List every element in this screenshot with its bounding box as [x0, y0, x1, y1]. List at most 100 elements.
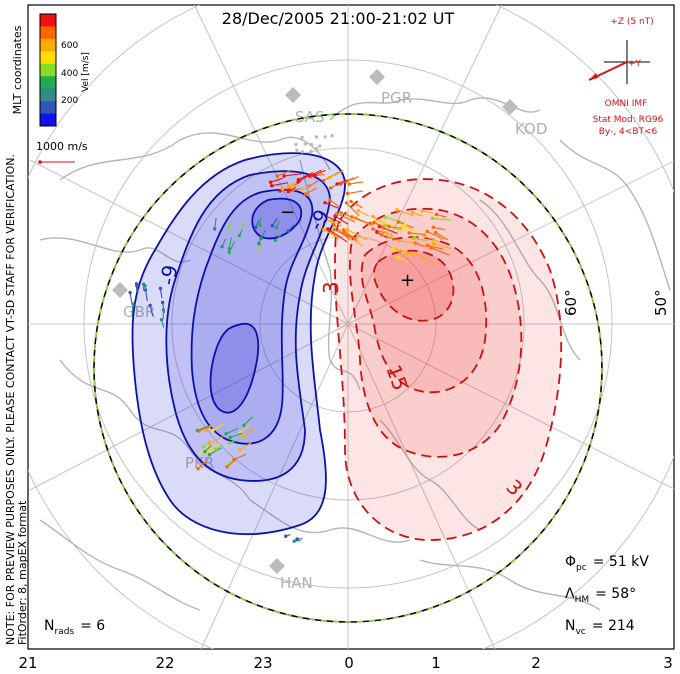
velocity-vector [255, 220, 260, 228]
velocity-vector [239, 442, 252, 451]
map-frame [27, 4, 675, 650]
velocity-vector [228, 241, 236, 253]
vector-origin [405, 251, 410, 255]
velocity-vector [333, 224, 351, 241]
imf-z-label: +Z (5 nT) [610, 17, 653, 27]
vector-origin [309, 149, 313, 154]
velocity-vector [301, 185, 313, 190]
vector-origin [425, 243, 430, 248]
station-marker [502, 99, 518, 115]
velocity-vector [260, 229, 266, 239]
hm-boundary-overlay [93, 113, 603, 623]
station-label: PGR [381, 89, 412, 107]
velocity-vector [298, 172, 314, 181]
latitude-label: 50° [652, 289, 670, 316]
phi-pc-stat: Φpc = 51 kV [565, 554, 649, 573]
colorbar-swatch [40, 14, 56, 27]
station-marker [285, 87, 301, 103]
vector-origin [314, 135, 319, 139]
velocity-vector [334, 215, 349, 225]
vector-origin [309, 142, 314, 147]
vector-origin [431, 241, 436, 246]
velocity-vector [285, 533, 291, 537]
velocity-vector [149, 305, 154, 317]
positive-potential-cell [334, 178, 563, 541]
velocity-vector [340, 212, 363, 222]
imf-bin: By-, 4<BT<6 [599, 127, 658, 137]
colorbar-swatch [40, 113, 56, 127]
velocity-vector [432, 217, 452, 221]
nvc-stat: Nvc = 214 [565, 618, 635, 637]
station-markers [112, 69, 518, 574]
velocity-vector [243, 416, 254, 426]
vector-origin [257, 242, 261, 246]
colorbar-swatch [40, 76, 56, 90]
velocity-vector [225, 427, 239, 435]
station-label: KOD [515, 120, 547, 138]
velocity-colorbar: 600 400 200 Vel [m/s] [39, 13, 91, 127]
vector-origin [258, 223, 262, 228]
vector-origin [434, 212, 439, 217]
velocity-vector [294, 540, 301, 542]
stat-model: Stat Mod: RG96 [593, 115, 664, 125]
velocity-vector [388, 225, 402, 230]
velocity-vector [257, 242, 263, 250]
velocity-vector [275, 233, 283, 241]
mlt-tick-label: 0 [344, 654, 354, 672]
velocity-vector [412, 212, 424, 217]
velocity-vector [198, 425, 211, 432]
velocity-vector [407, 252, 423, 257]
velocity-vector [209, 436, 223, 444]
velocity-vector [212, 423, 225, 431]
velocity-vector [422, 210, 434, 214]
vector-origin [294, 142, 298, 147]
velocity-vector [409, 232, 426, 236]
velocity-vectors [128, 134, 452, 543]
vector-origin [131, 302, 135, 306]
latitude-label: 60° [562, 289, 580, 316]
velocity-vector [393, 248, 405, 255]
velocity-vector [205, 424, 213, 432]
velocity-vector [426, 230, 444, 240]
velocity-vector [430, 247, 450, 256]
velocity-vector [197, 458, 209, 470]
velocity-vector [397, 256, 409, 263]
velocity-vector [413, 237, 428, 242]
velocity-vector [415, 242, 426, 248]
velocity-vector [427, 244, 444, 250]
velocity-vector [372, 216, 391, 228]
imf-dial: +Z (5 nT) +Y OMNI IMF Stat Mod: RG96 By-… [588, 17, 664, 137]
velocity-vector [373, 222, 386, 228]
velocity-vector [243, 426, 255, 438]
velocity-vector [433, 243, 451, 250]
velocity-vector [379, 225, 398, 235]
vector-origin [420, 209, 425, 213]
velocity-vector [276, 169, 292, 177]
velocity-vector [336, 179, 348, 185]
velocity-vector [309, 169, 322, 177]
velocity-vector [226, 457, 238, 468]
velocity-vector [242, 217, 245, 226]
velocity-vector [433, 226, 446, 231]
velocity-vector [350, 200, 363, 209]
velocity-vector [282, 184, 297, 190]
station-labels: SAS PGR KOD GBR PKR HAN [123, 89, 547, 592]
velocity-vector [385, 232, 396, 238]
velocity-vector [308, 180, 319, 187]
velocity-vector [385, 216, 405, 224]
velocity-vector [424, 235, 441, 243]
velocity-vector [329, 199, 340, 208]
velocity-vector [381, 234, 397, 241]
lambda-hm-stat: ΛHM = 58° [565, 586, 636, 605]
imf-y-label: +Y [628, 59, 642, 69]
vector-origin [330, 134, 334, 138]
velocity-vector [144, 285, 147, 293]
velocity-vector [324, 202, 339, 209]
velocity-vector [398, 240, 416, 244]
station-label: GBR [123, 303, 155, 321]
velocity-vector [314, 169, 326, 176]
velocity-vector [215, 445, 224, 450]
contour-label: 3 [319, 281, 343, 294]
velocity-vector [396, 209, 414, 217]
velocity-vector [159, 288, 163, 299]
